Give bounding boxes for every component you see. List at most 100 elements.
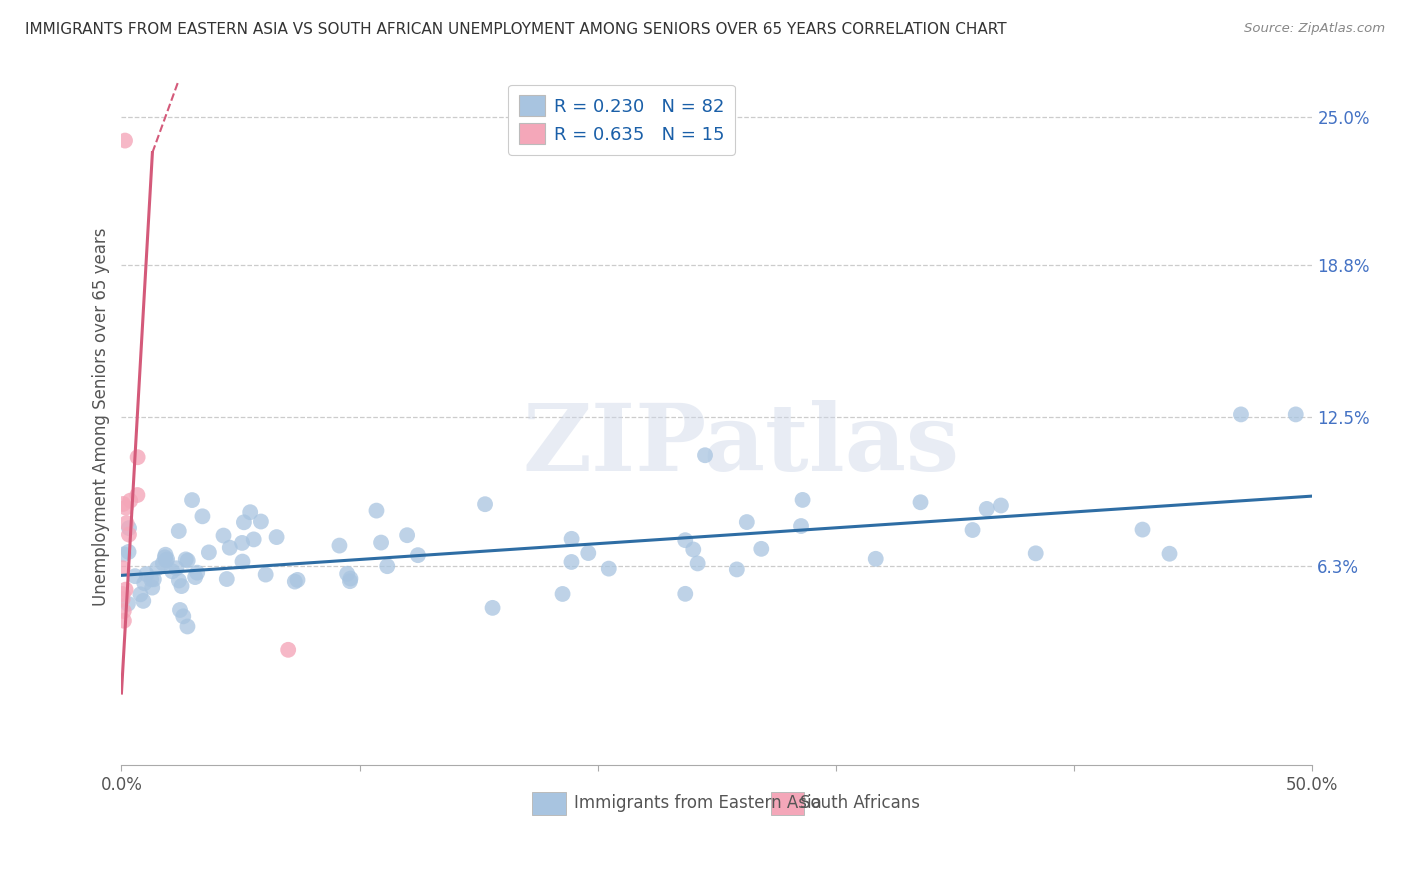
Point	[218, 541, 240, 555]
Point	[336, 566, 359, 581]
Point	[1025, 546, 1047, 560]
Point	[141, 581, 163, 595]
Point	[284, 574, 307, 589]
Point	[242, 533, 264, 547]
Point	[396, 528, 419, 542]
Point	[114, 500, 136, 515]
Point	[114, 134, 136, 148]
Point	[111, 587, 134, 601]
Point	[152, 556, 174, 570]
Point	[117, 597, 139, 611]
Point	[686, 557, 709, 571]
Text: South Africans: South Africans	[800, 795, 921, 813]
Point	[254, 567, 277, 582]
Point	[132, 594, 155, 608]
Point	[129, 587, 152, 601]
Point	[682, 542, 704, 557]
Legend: R = 0.230   N = 82, R = 0.635   N = 15: R = 0.230 N = 82, R = 0.635 N = 15	[509, 85, 735, 155]
Point	[114, 582, 136, 597]
Point	[155, 553, 177, 567]
Point	[127, 488, 149, 502]
Point	[725, 562, 748, 576]
Point	[790, 519, 813, 533]
Point	[111, 561, 134, 575]
Point	[366, 503, 388, 517]
Point	[112, 614, 135, 628]
Point	[735, 515, 758, 529]
Bar	[770, 792, 804, 815]
Point	[561, 532, 583, 546]
Point	[176, 553, 198, 567]
Point	[231, 555, 253, 569]
Point	[1132, 523, 1154, 537]
Point	[328, 539, 350, 553]
Point	[1230, 408, 1253, 422]
Point	[184, 570, 207, 584]
Point	[165, 561, 187, 575]
Point	[551, 587, 574, 601]
Point	[693, 448, 716, 462]
Point	[990, 499, 1012, 513]
Point	[910, 495, 932, 509]
Point	[176, 619, 198, 633]
Point	[115, 516, 138, 530]
Point	[156, 552, 179, 566]
Point	[112, 604, 135, 618]
Point	[118, 527, 141, 541]
Point	[481, 600, 503, 615]
Text: Source: ZipAtlas.com: Source: ZipAtlas.com	[1244, 22, 1385, 36]
Point	[231, 536, 253, 550]
Point	[266, 530, 288, 544]
Point	[146, 561, 169, 575]
Point	[239, 505, 262, 519]
Point	[112, 497, 135, 511]
Point	[277, 642, 299, 657]
Point	[673, 533, 696, 548]
Bar	[533, 792, 565, 815]
Point	[167, 574, 190, 588]
Point	[962, 523, 984, 537]
Point	[127, 450, 149, 465]
Point	[474, 497, 496, 511]
Point	[111, 592, 134, 607]
Point	[170, 579, 193, 593]
Text: ZIPatlas: ZIPatlas	[522, 400, 959, 490]
Point	[186, 566, 208, 580]
Point	[1285, 408, 1308, 422]
Point	[181, 493, 204, 508]
Point	[169, 603, 191, 617]
Point	[134, 576, 156, 591]
Point	[339, 572, 361, 586]
Point	[749, 541, 772, 556]
Point	[375, 559, 398, 574]
Point	[172, 609, 194, 624]
Point	[135, 567, 157, 582]
Point	[141, 573, 163, 587]
Y-axis label: Unemployment Among Seniors over 65 years: Unemployment Among Seniors over 65 years	[93, 227, 110, 606]
Point	[370, 535, 392, 549]
Text: IMMIGRANTS FROM EASTERN ASIA VS SOUTH AFRICAN UNEMPLOYMENT AMONG SENIORS OVER 65: IMMIGRANTS FROM EASTERN ASIA VS SOUTH AF…	[25, 22, 1007, 37]
Point	[250, 515, 273, 529]
Point	[117, 545, 139, 559]
Point	[215, 572, 238, 586]
Point	[174, 552, 197, 566]
Point	[155, 548, 177, 562]
Point	[118, 521, 141, 535]
Point	[287, 573, 309, 587]
Point	[406, 548, 429, 562]
Point	[212, 528, 235, 542]
Point	[142, 572, 165, 586]
Point	[339, 574, 361, 589]
Point	[865, 551, 887, 566]
Point	[976, 502, 998, 516]
Point	[160, 564, 183, 578]
Point	[232, 516, 254, 530]
Point	[598, 561, 620, 575]
Point	[560, 555, 582, 569]
Point	[673, 587, 696, 601]
Point	[198, 545, 221, 559]
Point	[112, 547, 135, 561]
Point	[191, 509, 214, 524]
Text: Immigrants from Eastern Asia: Immigrants from Eastern Asia	[574, 795, 821, 813]
Point	[167, 524, 190, 538]
